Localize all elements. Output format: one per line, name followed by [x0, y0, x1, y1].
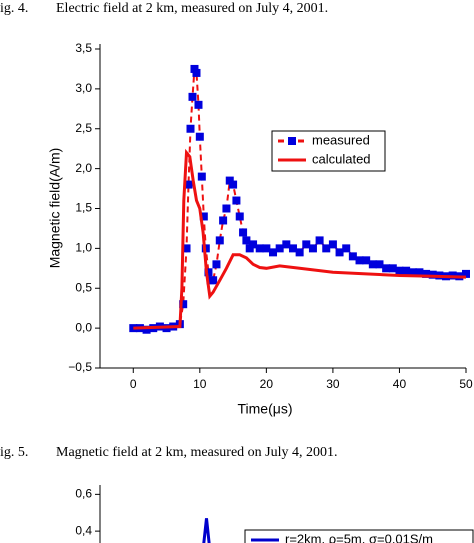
- data-marker: [269, 248, 278, 257]
- caption-label: ig. 5.: [0, 445, 28, 460]
- data-marker: [179, 300, 188, 309]
- caption-text: Electric field at 2 km, measured on July…: [56, 1, 328, 16]
- data-marker: [408, 268, 417, 277]
- data-marker: [355, 256, 364, 265]
- x-tick-label: 40: [393, 377, 407, 391]
- data-marker: [242, 236, 251, 245]
- y-tick-label: 0,5: [75, 280, 92, 294]
- data-marker: [142, 325, 151, 334]
- data-marker: [209, 276, 218, 285]
- y-tick-label: 0,6: [75, 487, 92, 501]
- data-marker: [388, 264, 397, 273]
- data-marker: [295, 248, 304, 257]
- data-marker: [275, 244, 284, 253]
- data-marker: [348, 252, 357, 261]
- x-tick-label: 50: [459, 377, 473, 391]
- x-tick-label: 0: [130, 377, 137, 391]
- data-marker: [462, 269, 470, 278]
- legend-label: calculated: [312, 151, 371, 166]
- data-marker: [235, 212, 244, 221]
- data-marker: [249, 240, 258, 249]
- plot-area: [202, 518, 211, 543]
- y-tick-label: −0,5: [68, 360, 92, 374]
- y-tick-label: 0,0: [75, 320, 92, 334]
- data-marker: [199, 212, 208, 221]
- data-marker: [328, 240, 337, 249]
- data-marker: [415, 268, 424, 277]
- data-marker: [422, 269, 431, 278]
- caption-text: Magnetic field at 2 km, measured on July…: [56, 445, 338, 460]
- y-tick-label: 1,5: [75, 201, 92, 215]
- data-marker: [288, 244, 297, 253]
- data-marker: [232, 196, 241, 205]
- caption-label: ig. 4.: [0, 1, 28, 16]
- y-tick-label: 0,4: [75, 523, 92, 537]
- data-marker: [322, 244, 331, 253]
- data-marker: [129, 324, 138, 333]
- data-marker: [192, 68, 201, 77]
- y-tick-label: 2,5: [75, 121, 92, 135]
- y-axis-label: Magnetic field(A/m): [47, 148, 63, 269]
- data-marker: [182, 244, 191, 253]
- data-marker: [239, 228, 248, 237]
- data-marker: [186, 124, 195, 133]
- legend-box: [244, 529, 474, 543]
- legend-label: measured: [312, 132, 370, 147]
- data-marker: [229, 180, 238, 189]
- data-marker: [204, 268, 213, 277]
- data-marker: [342, 244, 351, 253]
- data-marker: [212, 260, 221, 269]
- data-marker: [302, 240, 311, 249]
- data-marker: [362, 256, 371, 265]
- data-marker: [195, 132, 204, 141]
- data-marker: [194, 100, 203, 109]
- data-marker: [222, 204, 231, 213]
- data-marker: [262, 244, 271, 253]
- data-marker: [382, 264, 391, 273]
- data-marker: [368, 260, 377, 269]
- data-marker: [335, 248, 344, 257]
- data-marker: [375, 260, 384, 269]
- data-marker: [188, 92, 197, 101]
- data-marker: [215, 236, 224, 245]
- x-tick-label: 30: [326, 377, 340, 391]
- data-marker: [255, 244, 264, 253]
- x-tick-label: 10: [193, 377, 207, 391]
- data-marker: [282, 240, 291, 249]
- legend-label: r=2km, ρ=5m, σ=0.01S/m: [285, 531, 433, 543]
- data-marker: [219, 216, 228, 225]
- data-marker: [184, 180, 193, 189]
- y-tick-label: 2,0: [75, 161, 92, 175]
- data-marker: [402, 266, 411, 275]
- legend-marker: [288, 137, 296, 145]
- y-tick-label: 3,5: [75, 41, 92, 55]
- series-line: [202, 518, 211, 543]
- x-tick-label: 20: [260, 377, 274, 391]
- data-marker: [428, 270, 437, 279]
- y-tick-label: 3,0: [75, 81, 92, 95]
- data-marker: [308, 244, 317, 253]
- data-marker: [197, 172, 206, 181]
- data-marker: [395, 266, 404, 275]
- plot-area: [129, 64, 470, 334]
- y-tick-label: 1,0: [75, 241, 92, 255]
- series-line: [133, 148, 467, 330]
- x-axis-label: Time(μs): [238, 401, 293, 417]
- data-marker: [315, 236, 324, 245]
